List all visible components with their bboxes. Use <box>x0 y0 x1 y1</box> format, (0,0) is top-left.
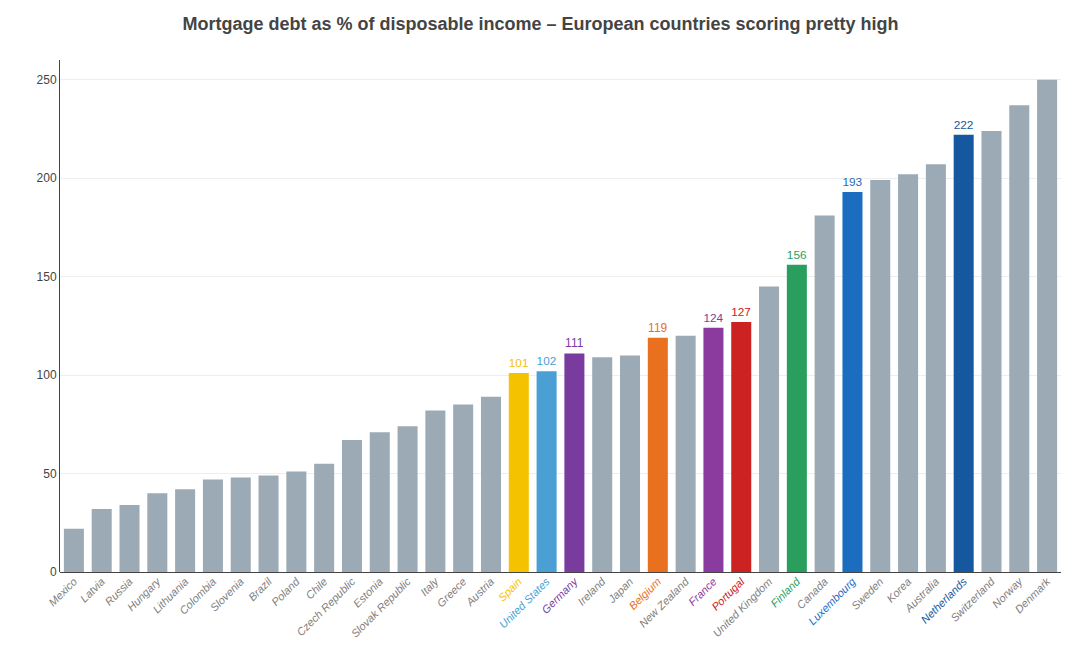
svg-text:Russia: Russia <box>103 575 135 607</box>
svg-text:Luxembourg: Luxembourg <box>806 575 858 627</box>
svg-text:Spain: Spain <box>496 575 524 603</box>
svg-text:Ireland: Ireland <box>575 575 608 608</box>
svg-text:Brazil: Brazil <box>246 575 274 603</box>
svg-text:Mortgage debt as % of disposab: Mortgage debt as % of disposable income … <box>182 14 898 34</box>
svg-text:Chile: Chile <box>303 575 329 601</box>
svg-text:United States: United States <box>497 575 553 631</box>
svg-text:Norway: Norway <box>990 574 1026 610</box>
svg-text:Hungary: Hungary <box>125 574 164 613</box>
svg-text:Canada: Canada <box>794 575 830 611</box>
svg-text:102: 102 <box>537 354 557 368</box>
svg-text:Estonia: Estonia <box>351 575 385 609</box>
svg-text:50: 50 <box>43 467 57 481</box>
svg-text:Italy: Italy <box>418 574 442 598</box>
svg-text:0: 0 <box>50 565 57 579</box>
svg-text:Japan: Japan <box>605 575 635 605</box>
svg-text:150: 150 <box>37 270 57 284</box>
svg-text:Germany: Germany <box>539 574 581 616</box>
svg-text:200: 200 <box>37 171 57 185</box>
svg-text:119: 119 <box>648 321 667 335</box>
svg-text:193: 193 <box>842 175 862 189</box>
svg-text:New Zealand: New Zealand <box>637 575 692 630</box>
svg-text:156: 156 <box>787 248 807 262</box>
svg-text:250: 250 <box>37 73 57 87</box>
svg-text:United Kingdom: United Kingdom <box>711 575 775 639</box>
svg-text:Netherlands: Netherlands <box>919 575 970 626</box>
svg-text:Denmark: Denmark <box>1012 575 1052 615</box>
svg-text:Poland: Poland <box>269 575 302 608</box>
svg-text:Czech Republic: Czech Republic <box>294 575 357 638</box>
svg-text:Latvia: Latvia <box>78 575 107 604</box>
svg-text:100: 100 <box>37 368 57 382</box>
svg-text:Portugal: Portugal <box>709 575 747 613</box>
svg-text:Finland: Finland <box>768 575 803 610</box>
svg-text:Switzerland: Switzerland <box>948 575 997 624</box>
svg-text:Mexico: Mexico <box>46 575 79 608</box>
svg-text:Colombia: Colombia <box>177 575 218 616</box>
svg-text:Australia: Australia <box>902 575 941 614</box>
svg-text:Greece: Greece <box>434 575 468 609</box>
svg-text:Sweden: Sweden <box>849 575 886 612</box>
svg-text:124: 124 <box>703 311 723 325</box>
svg-text:Lithuania: Lithuania <box>150 575 190 615</box>
svg-text:127: 127 <box>731 305 751 319</box>
svg-text:111: 111 <box>565 336 584 350</box>
svg-text:Slovak Republic: Slovak Republic <box>349 575 414 640</box>
svg-text:101: 101 <box>509 356 529 370</box>
svg-text:Austria: Austria <box>463 575 496 608</box>
svg-text:France: France <box>686 575 719 608</box>
svg-text:Korea: Korea <box>884 575 913 604</box>
svg-text:Slovenia: Slovenia <box>208 575 246 613</box>
svg-text:Belgium: Belgium <box>627 575 664 612</box>
svg-text:222: 222 <box>954 118 974 132</box>
